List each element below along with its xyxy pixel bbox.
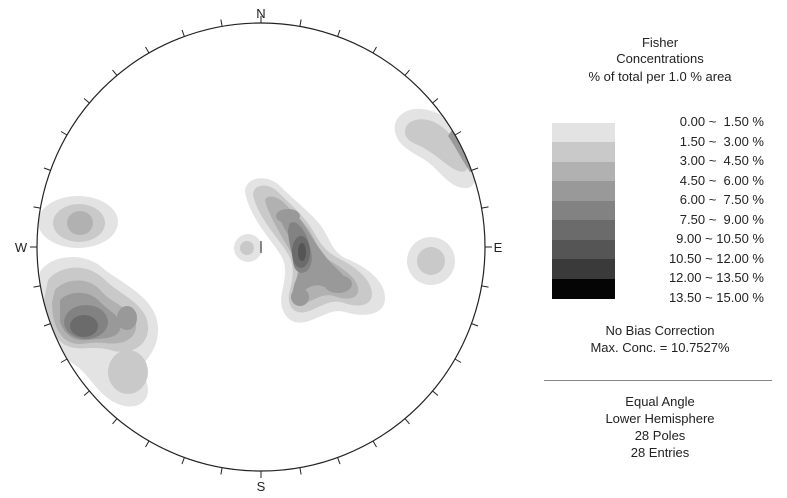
azimuth-tick [471,167,479,171]
hemisphere-text: Lower Hemisphere [605,411,715,426]
azimuth-tick [454,358,462,363]
azimuth-tick [43,323,51,327]
azimuth-tick [299,19,302,27]
west-label: W [15,240,28,255]
azimuth-tick [404,69,410,76]
azimuth-tick [299,467,302,475]
azimuth-tick [454,131,462,136]
legend-bin-label: 13.50 ~ 15.00 % [668,289,764,305]
azimuth-tick [404,418,410,425]
azimuth-tick [481,206,489,209]
legend-bin-label: 7.50 ~ 9.00 % [672,211,764,227]
legend-bin: 3.00 ~ 4.50 % [552,142,782,173]
azimuth-tick [43,167,51,171]
legend-bin-label: 4.50 ~ 6.00 % [672,172,764,188]
azimuth-tick [33,206,41,209]
poles-count-text: 28 Poles [634,428,686,443]
bias-correction-text: No Bias Correction [605,323,715,338]
azimuth-tick [33,285,41,288]
azimuth-tick [471,323,479,327]
legend-bin-label: 10.50 ~ 12.00 % [668,250,764,266]
legend-subtitle: Concentrations [616,51,704,66]
contour-cluster-center [234,234,262,262]
legend-divider [544,380,772,381]
legend-bin: 13.50 ~ 15.00 % [552,278,782,310]
azimuth-tick [337,457,341,465]
legend-bin-label: 1.50 ~ 3.00 % [672,133,764,149]
contour-cluster-west-lower [38,257,159,407]
azimuth-ticks [30,16,492,478]
azimuth-tick [432,390,439,396]
contour-cluster-central [245,178,385,323]
stereonet-plot: N S E W [15,6,503,494]
legend-bin-label: 9.00 ~ 10.50 % [668,231,764,246]
azimuth-tick [481,285,489,288]
legend-swatch [552,122,615,143]
azimuth-tick [372,440,377,448]
azimuth-tick [181,29,185,37]
legend-bin-label: 12.00 ~ 13.50 % [668,270,764,285]
legend-swatch [552,278,615,299]
legend-bin-label: 6.00 ~ 7.50 % [672,192,764,207]
azimuth-tick [220,467,223,475]
legend-title: Fisher [641,35,679,50]
azimuth-tick [112,418,118,425]
contour-cluster-northeast [394,108,477,189]
legend-bin: 9.00 ~ 10.50 % [552,220,782,251]
legend-bin: 0.00 ~ 1.50 % [552,114,782,134]
legend-bin-label: 0.00 ~ 1.50 % [672,114,764,129]
contour-cluster-east [407,237,455,285]
legend-bin: 10.50 ~ 12.00 % [552,239,782,271]
azimuth-tick [60,131,68,136]
legend-bin: 6.00 ~ 7.50 % [552,181,782,212]
azimuth-tick [112,69,118,76]
legend-swatch [552,142,615,162]
projection-text: Equal Angle [625,394,695,409]
azimuth-tick [181,457,185,465]
entries-count-text: 28 Entries [630,445,690,460]
legend-bin: 4.50 ~ 6.00 % [552,161,782,193]
density-contours [38,108,477,407]
legend-bin: 7.50 ~ 9.00 % [552,200,782,232]
azimuth-tick [83,98,90,104]
legend-unit: % of total per 1.0 % area [588,69,732,84]
legend-swatch [552,161,615,182]
contour-cluster-west-upper [38,196,118,248]
legend-panel: Fisher Concentrations % of total per 1.0… [540,0,780,498]
legend-swatch [552,259,615,279]
legend-bin: 12.00 ~ 13.50 % [552,259,782,290]
azimuth-tick [372,46,377,54]
north-label: N [256,6,265,21]
legend-swatch [552,181,615,201]
azimuth-tick [145,46,150,54]
east-label: E [494,240,503,255]
azimuth-tick [145,440,150,448]
legend-bin: 1.50 ~ 3.00 % [552,122,782,154]
azimuth-tick [432,98,439,104]
azimuth-tick [83,390,90,396]
max-concentration-text: Max. Conc. = 10.7527% [590,340,730,355]
legend-swatch [552,200,615,221]
legend-bin-label: 3.00 ~ 4.50 % [672,153,764,168]
azimuth-tick [220,19,223,27]
legend-swatch [552,239,615,260]
azimuth-tick [337,29,341,37]
south-label: S [257,479,266,494]
azimuth-tick [60,358,68,363]
legend-swatch [552,220,615,240]
